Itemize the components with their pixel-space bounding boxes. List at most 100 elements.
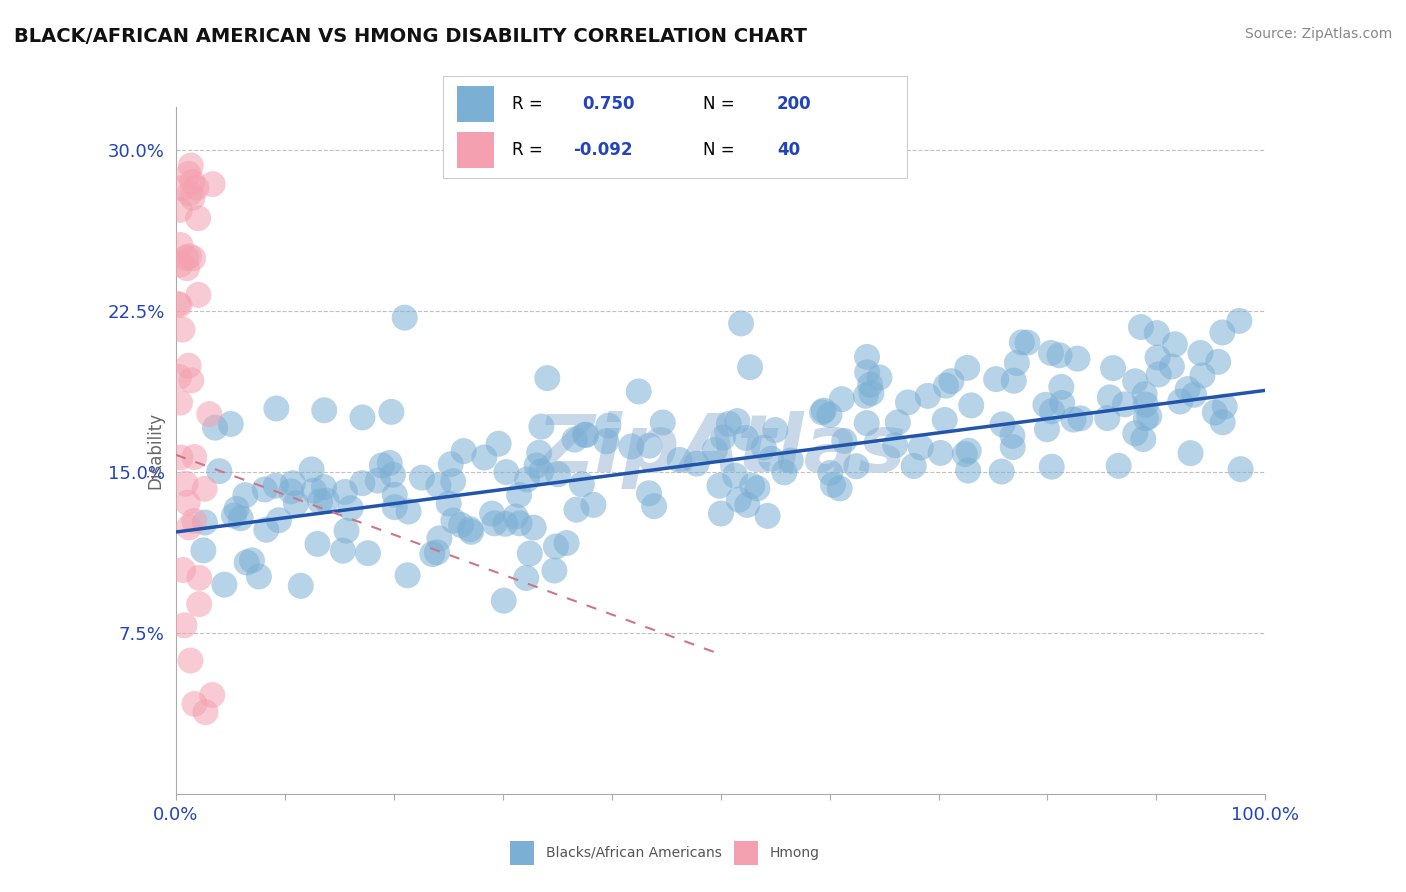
Point [1206,355,1229,369]
Point [266,401,288,416]
Point [818,408,841,422]
Point [855,389,877,403]
Point [219,417,242,431]
Point [929,446,952,460]
Point [174,251,197,265]
Point [856,365,879,379]
Point [1227,314,1250,328]
Point [711,431,734,445]
Point [179,186,201,201]
Point [1211,326,1233,340]
FancyBboxPatch shape [510,841,534,864]
Point [394,310,416,325]
Point [450,518,472,533]
Point [505,509,527,524]
Point [575,427,598,442]
Point [1132,432,1154,446]
Point [756,508,779,523]
Point [193,543,215,558]
Point [957,464,980,478]
Point [1108,458,1130,473]
Point [309,494,332,508]
Point [264,479,287,493]
Text: Hmong: Hmong [770,846,820,860]
Text: Source: ZipAtlas.com: Source: ZipAtlas.com [1244,27,1392,41]
Point [169,298,191,312]
Point [174,476,197,491]
Point [267,513,290,527]
FancyBboxPatch shape [457,87,494,122]
Point [247,569,270,583]
Point [453,444,475,458]
Point [173,618,195,632]
Point [201,688,224,702]
Point [574,428,596,442]
Point [526,458,548,473]
Point [441,474,464,488]
Point [1213,400,1236,414]
Point [1069,411,1091,425]
Point [1129,320,1152,334]
Point [530,464,553,478]
Point [747,481,769,495]
Point [411,470,433,484]
Point [643,499,665,513]
Point [752,441,775,455]
Point [1123,374,1146,388]
Point [565,502,588,516]
Point [910,441,932,455]
Point [183,697,205,711]
Point [188,597,211,611]
Point [187,288,209,302]
Point [495,465,517,479]
Point [458,522,481,536]
Point [302,483,325,498]
Point [685,457,707,471]
Point [176,496,198,510]
Point [620,440,643,454]
Point [172,563,194,577]
Point [536,371,558,385]
Point [763,423,786,437]
Point [519,547,541,561]
Point [253,483,276,497]
Point [710,507,733,521]
Text: N =: N = [703,141,734,159]
Point [957,443,980,458]
Point [481,507,503,521]
Point [472,450,495,465]
Point [208,464,231,478]
Point [730,317,752,331]
Point [820,466,842,480]
Point [384,500,406,515]
Point [860,386,883,401]
Point [941,374,963,388]
Point [582,498,605,512]
Point [233,488,256,502]
Point [779,453,801,467]
Point [1164,337,1187,351]
Point [738,360,761,375]
Point [172,181,194,195]
Point [225,502,247,516]
Point [441,514,464,528]
Point [813,403,835,417]
Point [181,175,204,189]
Point [527,446,550,460]
Point [1035,398,1057,412]
Point [832,434,855,448]
Point [169,238,191,252]
Point [1182,388,1205,402]
Point [167,370,190,384]
Point [953,447,976,461]
Point [1180,446,1202,460]
Point [555,536,578,550]
Point [845,459,868,474]
Point [378,456,401,470]
Point [180,159,202,173]
Point [1123,426,1146,441]
Point [1135,411,1157,425]
Point [214,577,236,591]
Point [284,496,307,510]
Point [177,520,200,534]
